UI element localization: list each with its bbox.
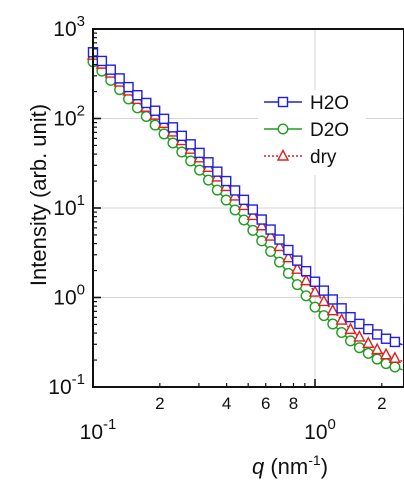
data-point-square [132,90,143,101]
data-point-triangle [371,342,384,355]
data-point-square [380,333,392,344]
data-point-square [256,214,267,225]
data-point-square [309,276,321,287]
x-axis-title: q (nm-1) [252,452,328,479]
data-point-triangle [379,347,393,360]
data-point-square [247,204,259,215]
data-point-square [292,255,303,266]
data-point-square [318,285,330,296]
data-point-triangle [388,351,402,363]
y-tick-label: 102 [53,103,85,131]
data-point-circle [140,111,152,123]
x-axis-unit: (nm [264,454,308,479]
x-tick-label: 10-1 [80,416,117,444]
data-point-square [371,329,383,340]
tick-marks [92,28,383,388]
data-point-square [363,323,374,335]
legend-background [258,90,366,175]
legend-label: H2O [310,93,349,114]
y-tick-label: 103 [53,13,85,41]
y-tick-label: 100 [53,282,85,310]
data-point-square [105,64,116,75]
data-point-circle [389,361,401,373]
x-minor-tick-label: 6 [261,394,270,413]
legend-label: D2O [310,120,349,141]
data-point-square [149,105,161,116]
legend: H2O D2O dry [258,90,366,175]
data-point-square [229,185,241,196]
data-point-triangle [273,239,286,252]
data-point-square [274,234,285,245]
data-point-circle [194,164,206,176]
data-point-square [345,311,356,323]
legend-entry-h2o: H2O [264,93,349,114]
data-point-circle [336,326,348,338]
x-minor-tick-label: 2 [377,394,386,413]
x-axis-unit-exponent: -1 [308,452,321,468]
data-point-square [176,130,188,142]
data-point-circle [309,301,321,313]
data-point-triangle [255,218,268,231]
data-point-triangle [362,336,375,348]
legend-entry-dry: dry [264,147,337,168]
data-point-triangle [353,329,366,342]
data-point-square [185,139,196,150]
data-point-square [354,318,365,330]
data-point-square [123,81,134,93]
data-point-circle [167,137,179,149]
data-point-square [167,122,179,133]
data-point-circle [185,155,197,167]
x-minor-tick-label: 8 [289,394,298,413]
y-tick-label: 101 [53,192,85,220]
data-point-triangle [308,285,322,297]
data-point-square [300,265,312,277]
y-tick-label: 10-1 [48,371,85,399]
legend-entry-d2o: D2O [264,120,349,141]
data-point-square [220,175,232,187]
series-h2o [87,47,403,348]
legend-label: dry [310,147,337,168]
data-point-triangle [276,148,290,161]
data-point-circle [256,235,268,247]
data-point-triangle [299,273,313,286]
data-point-square [194,147,205,159]
x-minor-tick-label: 2 [155,394,164,413]
tick-labels: 103 102 101 100 10-1 10-1 100 2 4 6 8 2 [48,13,386,444]
data-point-circle [158,128,170,140]
data-point-square [96,55,108,67]
data-point-circle [202,174,214,186]
data-point-circle [318,310,330,322]
y-axis-title: Intensity (arb. unit) [26,104,51,286]
data-point-triangle [282,250,295,263]
data-point-square [238,194,250,206]
data-point-circle [265,246,277,258]
data-point-triangle [326,303,339,316]
data-point-square [158,113,170,125]
data-point-square [389,336,401,348]
data-point-circle [277,123,289,135]
data-point-square [283,244,294,256]
data-point-square [114,73,125,84]
data-point-square [212,166,223,177]
data-point-square [327,294,338,305]
data-point-triangle [344,322,357,335]
data-point-square [203,157,214,168]
data-point-square [265,224,276,235]
data-point-triangle [317,294,331,307]
data-point-circle [380,358,392,370]
data-point-triangle [264,229,277,241]
data-point-square [336,303,347,314]
x-axis-unit-close: ) [321,454,328,479]
data-point-square [141,97,152,109]
series-layer [86,47,403,373]
data-point-circle [149,119,161,131]
data-point-circle [176,146,188,158]
x-axis-variable: q [252,454,265,479]
x-tick-label: 100 [304,416,336,444]
data-point-triangle [335,313,348,325]
data-point-triangle [291,262,304,274]
data-point-square [277,96,289,108]
x-minor-tick-label: 4 [222,394,231,413]
